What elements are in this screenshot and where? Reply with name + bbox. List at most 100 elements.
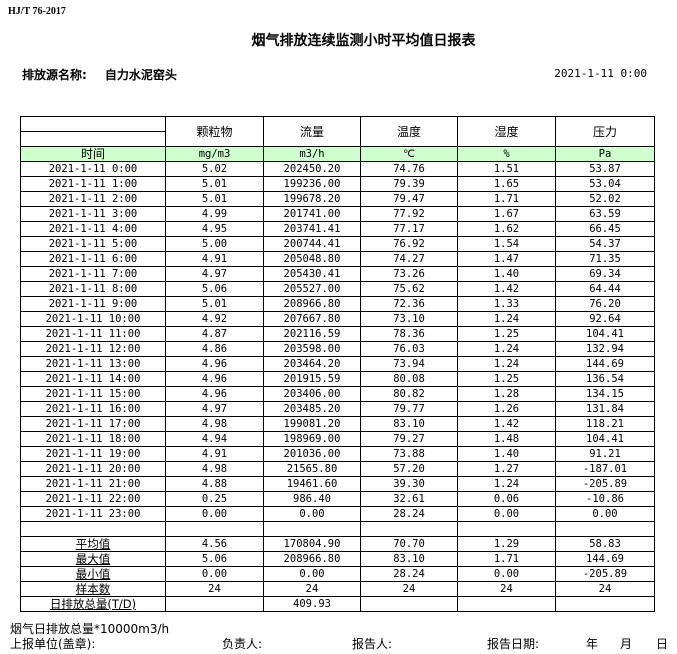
- value-cell: 1.51: [457, 161, 556, 177]
- value-cell: 80.82: [360, 386, 458, 402]
- table-row: 2021-1-11 23:00 0.00 0.00 28.24 0.00 0.00: [20, 506, 655, 522]
- summary-label: 最小值: [20, 566, 166, 582]
- time-cell: 2021-1-11 21:00: [20, 476, 166, 492]
- column-header: 流量: [263, 116, 361, 147]
- summary-value: 24: [165, 581, 264, 597]
- blank-row: [20, 521, 655, 537]
- summary-value: 5.06: [165, 551, 264, 567]
- value-cell: 1.28: [457, 386, 556, 402]
- value-cell: 28.24: [360, 506, 458, 522]
- value-cell: 5.00: [165, 236, 264, 252]
- value-cell: 0.00: [555, 506, 655, 522]
- value-cell: 76.20: [555, 296, 655, 312]
- value-cell: 63.59: [555, 206, 655, 222]
- table-row: 2021-1-11 21:00 4.88 19461.60 39.30 1.24 -205…: [20, 476, 655, 492]
- summary-value: [555, 596, 655, 612]
- time-cell: 2021-1-11 19:00: [20, 446, 166, 462]
- summary-value: 0.00: [457, 566, 556, 582]
- value-cell: 57.20: [360, 461, 458, 477]
- summary-value: 409.93: [263, 596, 361, 612]
- value-cell: 53.04: [555, 176, 655, 192]
- time-cell: 2021-1-11 5:00: [20, 236, 166, 252]
- value-cell: 5.01: [165, 191, 264, 207]
- value-cell: 207667.80: [263, 311, 361, 327]
- table-row: 2021-1-11 16:00 4.97 203485.20 79.77 1.26 131…: [20, 401, 655, 417]
- time-cell: 2021-1-11 10:00: [20, 311, 166, 327]
- value-cell: 1.24: [457, 476, 556, 492]
- table-row: 2021-1-11 13:00 4.96 203464.20 73.94 1.24 144…: [20, 356, 655, 372]
- value-cell: 32.61: [360, 491, 458, 507]
- value-cell: 69.34: [555, 266, 655, 282]
- value-cell: 71.35: [555, 251, 655, 267]
- value-cell: 66.45: [555, 221, 655, 237]
- summary-value: 24: [555, 581, 655, 597]
- column-header: 颗粒物: [165, 116, 264, 147]
- summary-value: 1.71: [457, 551, 556, 567]
- footer-day: 日: [656, 637, 669, 651]
- value-cell: 4.97: [165, 401, 264, 417]
- summary-row: 最大值 5.06 208966.80 83.10 1.71 144.69: [20, 551, 655, 567]
- summary-value: 83.10: [360, 551, 458, 567]
- value-cell: 74.27: [360, 251, 458, 267]
- table-row: 2021-1-11 10:00 4.92 207667.80 73.10 1.24 92.…: [20, 311, 655, 327]
- value-cell: 64.44: [555, 281, 655, 297]
- source-info: 排放源名称: 自力水泥窑头: [22, 66, 177, 83]
- value-cell: 0.00: [263, 506, 361, 522]
- table-row: 2021-1-11 3:00 4.99 201741.00 77.92 1.67 63.5…: [20, 206, 655, 222]
- value-cell: 1.71: [457, 191, 556, 207]
- value-cell: 198969.00: [263, 431, 361, 447]
- value-cell: 1.48: [457, 431, 556, 447]
- value-cell: 73.94: [360, 356, 458, 372]
- value-cell: 1.65: [457, 176, 556, 192]
- time-cell: 2021-1-11 3:00: [20, 206, 166, 222]
- summary-value: 144.69: [555, 551, 655, 567]
- value-cell: 75.62: [360, 281, 458, 297]
- time-header: 时间: [20, 146, 166, 162]
- value-cell: 208966.80: [263, 296, 361, 312]
- value-cell: 136.54: [555, 371, 655, 387]
- time-cell: 2021-1-11 6:00: [20, 251, 166, 267]
- value-cell: 19461.60: [263, 476, 361, 492]
- value-cell: 78.36: [360, 326, 458, 342]
- value-cell: 203464.20: [263, 356, 361, 372]
- value-cell: 104.41: [555, 431, 655, 447]
- value-cell: 79.47: [360, 191, 458, 207]
- value-cell: 1.42: [457, 281, 556, 297]
- time-cell: 2021-1-11 16:00: [20, 401, 166, 417]
- value-cell: 199236.00: [263, 176, 361, 192]
- value-cell: 76.03: [360, 341, 458, 357]
- value-cell: 201915.59: [263, 371, 361, 387]
- value-cell: 91.21: [555, 446, 655, 462]
- value-cell: 4.98: [165, 416, 264, 432]
- value-cell: 21565.80: [263, 461, 361, 477]
- table-row: 2021-1-11 4:00 4.95 203741.41 77.17 1.62 66.4…: [20, 221, 655, 237]
- summary-label: 平均值: [20, 536, 166, 552]
- value-cell: 79.39: [360, 176, 458, 192]
- value-cell: 201036.00: [263, 446, 361, 462]
- footer-year: 年: [586, 637, 599, 651]
- value-cell: 5.02: [165, 161, 264, 177]
- summary-value: 24: [263, 581, 361, 597]
- value-cell: 4.97: [165, 266, 264, 282]
- summary-row: 日排放总量(T/D) 409.93: [20, 596, 655, 612]
- value-cell: 52.02: [555, 191, 655, 207]
- value-cell: 80.08: [360, 371, 458, 387]
- value-cell: 1.42: [457, 416, 556, 432]
- value-cell: 4.94: [165, 431, 264, 447]
- value-cell: 0.25: [165, 491, 264, 507]
- time-cell: 2021-1-11 9:00: [20, 296, 166, 312]
- value-cell: 73.88: [360, 446, 458, 462]
- value-cell: -187.01: [555, 461, 655, 477]
- value-cell: 144.69: [555, 356, 655, 372]
- empty-cell: [457, 521, 556, 537]
- table-row: 2021-1-11 7:00 4.97 205430.41 73.26 1.40 69.3…: [20, 266, 655, 282]
- value-cell: 131.84: [555, 401, 655, 417]
- value-cell: 5.01: [165, 176, 264, 192]
- value-cell: 205048.80: [263, 251, 361, 267]
- value-cell: 132.94: [555, 341, 655, 357]
- value-cell: 1.24: [457, 356, 556, 372]
- value-cell: 1.67: [457, 206, 556, 222]
- value-cell: 79.27: [360, 431, 458, 447]
- value-cell: 118.21: [555, 416, 655, 432]
- value-cell: 4.95: [165, 221, 264, 237]
